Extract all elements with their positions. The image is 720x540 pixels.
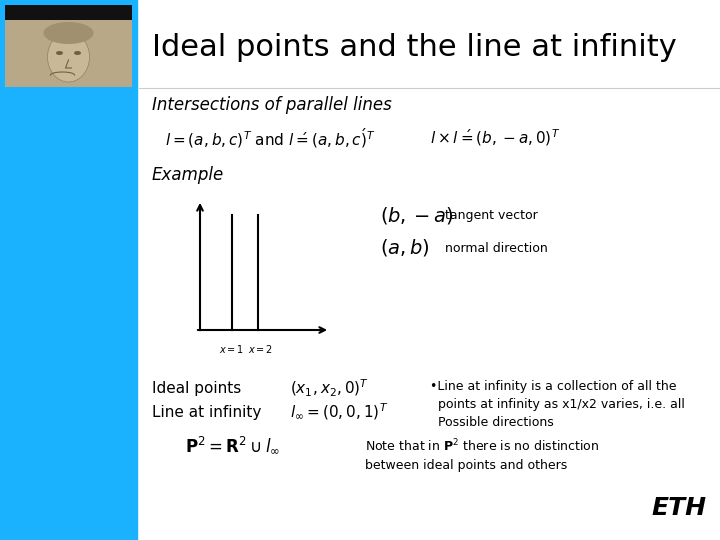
Text: $l\times l\'=(b,-a,0)^T$: $l\times l\'=(b,-a,0)^T$ [430,127,560,149]
Text: Note that in $\mathbf{P}^2$ there is no distinction
between ideal points and oth: Note that in $\mathbf{P}^2$ there is no … [365,438,599,472]
Text: ETH: ETH [651,496,706,520]
Text: $x=2$: $x=2$ [248,343,274,355]
Text: normal direction: normal direction [445,241,548,254]
Text: $(b,-a)$: $(b,-a)$ [380,205,454,226]
Text: Line at infinity: Line at infinity [152,404,261,420]
Text: tangent vector: tangent vector [445,208,538,221]
Text: $(a,b)$: $(a,b)$ [380,238,430,259]
Text: $l_\infty = (0,0,1)^T$: $l_\infty = (0,0,1)^T$ [290,402,388,422]
Text: $x=1$: $x=1$ [220,343,245,355]
Ellipse shape [48,32,89,82]
Text: Example: Example [152,166,224,184]
Bar [5,20,132,87]
Ellipse shape [43,22,94,44]
Text: •Line at infinity is a collection of all the
  points at infinity as x1/x2 varie: •Line at infinity is a collection of all… [430,380,685,429]
Ellipse shape [56,51,63,55]
Bar [5,5,132,20]
Text: $l=(a,b,c)^T$ and $l\'=(a,b,c\')^T$: $l=(a,b,c)^T$ and $l\'=(a,b,c\')^T$ [165,126,376,150]
Text: Ideal points: Ideal points [152,381,241,395]
Ellipse shape [74,51,81,55]
Text: $(x_1, x_2, 0)^T$: $(x_1, x_2, 0)^T$ [290,377,369,399]
Text: $\mathbf{P}^2 = \mathbf{R}^2 \cup l_\infty$: $\mathbf{P}^2 = \mathbf{R}^2 \cup l_\inf… [185,435,280,455]
Text: Intersections of parallel lines: Intersections of parallel lines [152,96,392,114]
Text: Ideal points and the line at infinity: Ideal points and the line at infinity [152,33,677,63]
Bar [0,0,137,540]
